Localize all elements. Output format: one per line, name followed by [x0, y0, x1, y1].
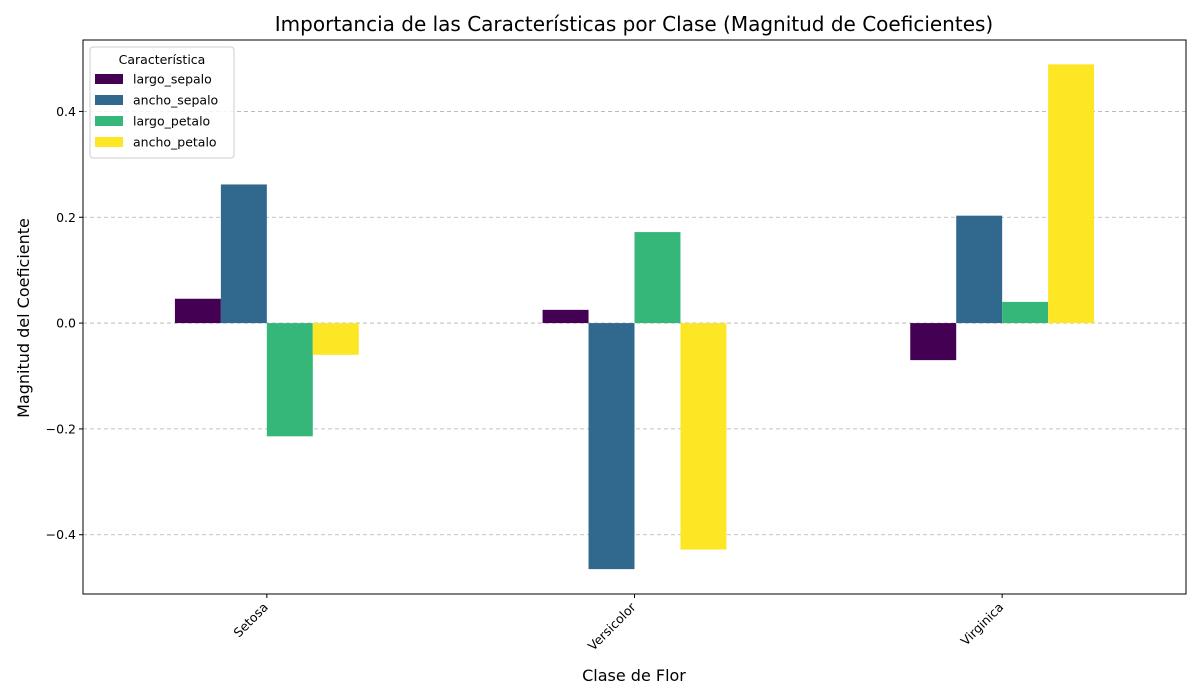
bar-ancho_sepalo-versicolor — [588, 323, 635, 570]
bar-largo_petalo-setosa — [266, 323, 313, 437]
legend-title: Característica — [119, 52, 206, 67]
x-tick-label: Virginica — [957, 600, 1006, 649]
legend-swatch-largo_petalo — [95, 116, 123, 126]
y-axis-label: Magnitud del Coeficiente — [14, 218, 33, 418]
legend-label-largo_sepalo: largo_sepalo — [133, 72, 212, 87]
y-tick-label: 0.0 — [56, 316, 76, 331]
legend-label-ancho_sepalo: ancho_sepalo — [133, 93, 218, 108]
legend-swatch-ancho_sepalo — [95, 95, 123, 105]
bar-largo_sepalo-setosa — [174, 298, 221, 324]
x-tick-label: Setosa — [230, 600, 271, 641]
legend-label-ancho_petalo: ancho_petalo — [133, 135, 217, 150]
y-tick-label: 0.2 — [56, 210, 76, 225]
bar-ancho_petalo-versicolor — [680, 323, 727, 550]
chart-title: Importancia de las Características por C… — [275, 12, 993, 36]
bar-largo_sepalo-virginica — [910, 323, 957, 361]
bar-ancho_petalo-setosa — [312, 323, 359, 355]
bar-ancho_petalo-virginica — [1048, 64, 1095, 324]
y-tick-label: −0.4 — [46, 527, 76, 542]
y-axis: −0.4 −0.2 0.0 0.2 0.4 — [46, 104, 83, 542]
bar-largo_sepalo-versicolor — [542, 309, 589, 324]
bar-largo_petalo-versicolor — [634, 232, 681, 324]
y-tick-label: 0.4 — [56, 104, 76, 119]
legend-label-largo_petalo: largo_petalo — [133, 114, 210, 129]
x-axis-label: Clase de Flor — [582, 666, 686, 685]
legend-swatch-largo_sepalo — [95, 74, 123, 84]
y-tick-label: −0.2 — [46, 421, 76, 436]
legend-swatch-ancho_petalo — [95, 137, 123, 147]
bar-ancho_sepalo-setosa — [220, 184, 267, 324]
bar-largo_petalo-virginica — [1002, 301, 1049, 324]
legend-box — [89, 46, 235, 159]
bar-ancho_sepalo-virginica — [956, 215, 1003, 324]
x-axis: Setosa Versicolor Virginica — [230, 594, 1006, 653]
legend: Característica largo_sepalo ancho_sepalola… — [89, 46, 235, 159]
x-tick-label: Versicolor — [585, 599, 639, 653]
bars-layer — [174, 64, 1095, 570]
